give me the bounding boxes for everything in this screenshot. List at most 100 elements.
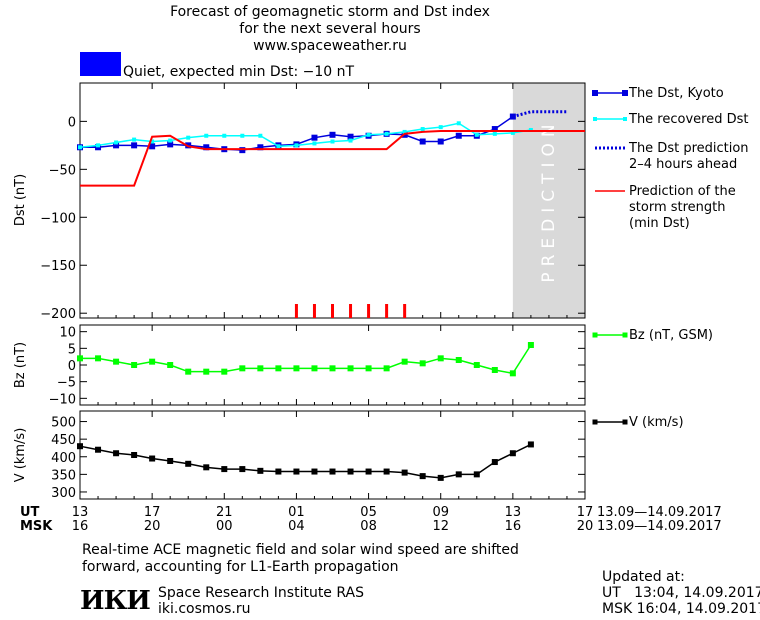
data-point [77, 443, 83, 450]
data-point [365, 468, 372, 475]
data-point [510, 130, 515, 135]
data-point [240, 133, 245, 138]
x-tick-label-msk: 00 [216, 519, 233, 534]
data-point [149, 358, 156, 365]
data-point [204, 133, 209, 138]
data-point [203, 368, 210, 375]
legend-marker [622, 90, 628, 96]
data-point [419, 360, 426, 367]
data-point [509, 370, 516, 377]
note-line1: Real-time ACE magnetic field and solar w… [82, 542, 519, 558]
legend-label-storm-strength: Prediction of the [629, 184, 736, 199]
data-point [311, 468, 318, 475]
data-point [311, 365, 318, 372]
data-point [419, 473, 426, 480]
legend-label-dst-recovered: The recovered Dst [628, 112, 748, 127]
dst-recovered-line [79, 122, 532, 149]
y-tick-label: −150 [40, 259, 76, 274]
legend-marker [593, 117, 597, 121]
data-point [293, 468, 300, 475]
y-tick-label: 300 [51, 486, 76, 501]
x-tick-label-msk: 20 [144, 519, 161, 534]
data-point [167, 362, 174, 368]
data-point [347, 365, 354, 372]
data-point [113, 358, 120, 365]
x-tick-label-ut: 13 [72, 505, 89, 520]
data-point [257, 365, 264, 372]
data-point [222, 133, 227, 138]
y-tick-label: 350 [51, 468, 76, 483]
data-point [347, 468, 354, 475]
data-point [239, 365, 246, 372]
data-point [95, 355, 102, 362]
data-point [456, 121, 461, 126]
x-tick-label-ut: 13 [505, 505, 522, 520]
x-tick-label-msk: 20 [577, 519, 594, 534]
data-point [131, 362, 138, 368]
legend-label-storm-strength-3: (min Dst) [629, 216, 690, 231]
institute-link[interactable]: iki.cosmos.ru [158, 601, 251, 617]
data-point [276, 144, 281, 149]
x-date-range-ut: 13.09—14.09.2017 [597, 505, 722, 520]
y-tick-label: −50 [49, 163, 76, 178]
data-point [185, 368, 192, 375]
data-point [527, 441, 534, 448]
data-point [527, 342, 534, 348]
institute-name: Space Research Institute RAS [158, 585, 364, 601]
data-point [185, 460, 192, 467]
legend-label-v: V (km/s) [629, 415, 684, 430]
y-tick-label: 5 [68, 342, 76, 357]
y-axis-label: Bz (nT) [13, 342, 28, 388]
data-point [114, 140, 119, 145]
storm-status-text: Quiet, expected min Dst: −10 nT [123, 64, 355, 80]
legend-marker [592, 419, 598, 425]
data-point [474, 132, 479, 137]
data-point [167, 141, 174, 148]
data-point [95, 446, 102, 453]
data-point [455, 132, 462, 139]
data-point [132, 137, 137, 142]
data-point [402, 129, 407, 134]
legend-label-bz: Bz (nT, GSM) [629, 328, 713, 343]
x-tick-label-msk: 16 [505, 519, 522, 534]
data-point [329, 131, 336, 138]
prediction-label: PREDICTION [539, 118, 559, 282]
x-axis-msk-label: MSK [20, 519, 53, 534]
x-tick-label-ut: 17 [144, 505, 161, 520]
iki-logo: ИКИ [80, 586, 151, 616]
data-point [239, 466, 246, 473]
data-point [275, 468, 282, 475]
data-point [257, 144, 264, 151]
data-point [437, 355, 444, 362]
y-tick-label: 0 [68, 359, 76, 374]
y-tick-label: 400 [51, 451, 76, 466]
y-axis-label: V (km/s) [13, 428, 28, 483]
legend-label-dst-kyoto: The Dst, Kyoto [628, 86, 724, 101]
data-point [149, 455, 156, 462]
legend-marker [622, 332, 628, 338]
data-point [77, 355, 83, 362]
data-point [221, 466, 228, 473]
data-point [294, 143, 299, 148]
data-point [257, 467, 264, 474]
data-point [168, 138, 173, 143]
data-point [221, 368, 228, 375]
data-point [366, 132, 371, 137]
data-point [203, 144, 210, 151]
data-point [330, 139, 335, 144]
y-tick-label: 0 [68, 115, 76, 130]
data-point [383, 468, 390, 475]
data-point [473, 362, 480, 368]
data-point [365, 365, 372, 372]
chart-title-line2: for the next several hours [239, 21, 421, 37]
data-point [293, 365, 300, 372]
data-point [113, 450, 120, 457]
updated-msk: MSK 16:04, 14.09.2017 [602, 601, 760, 617]
prediction-band [512, 83, 585, 318]
data-point [420, 127, 425, 132]
storm-status-swatch [80, 52, 121, 76]
note-line2: forward, accounting for L1-Earth propaga… [82, 559, 399, 575]
data-point [437, 474, 444, 481]
data-point [203, 464, 210, 471]
